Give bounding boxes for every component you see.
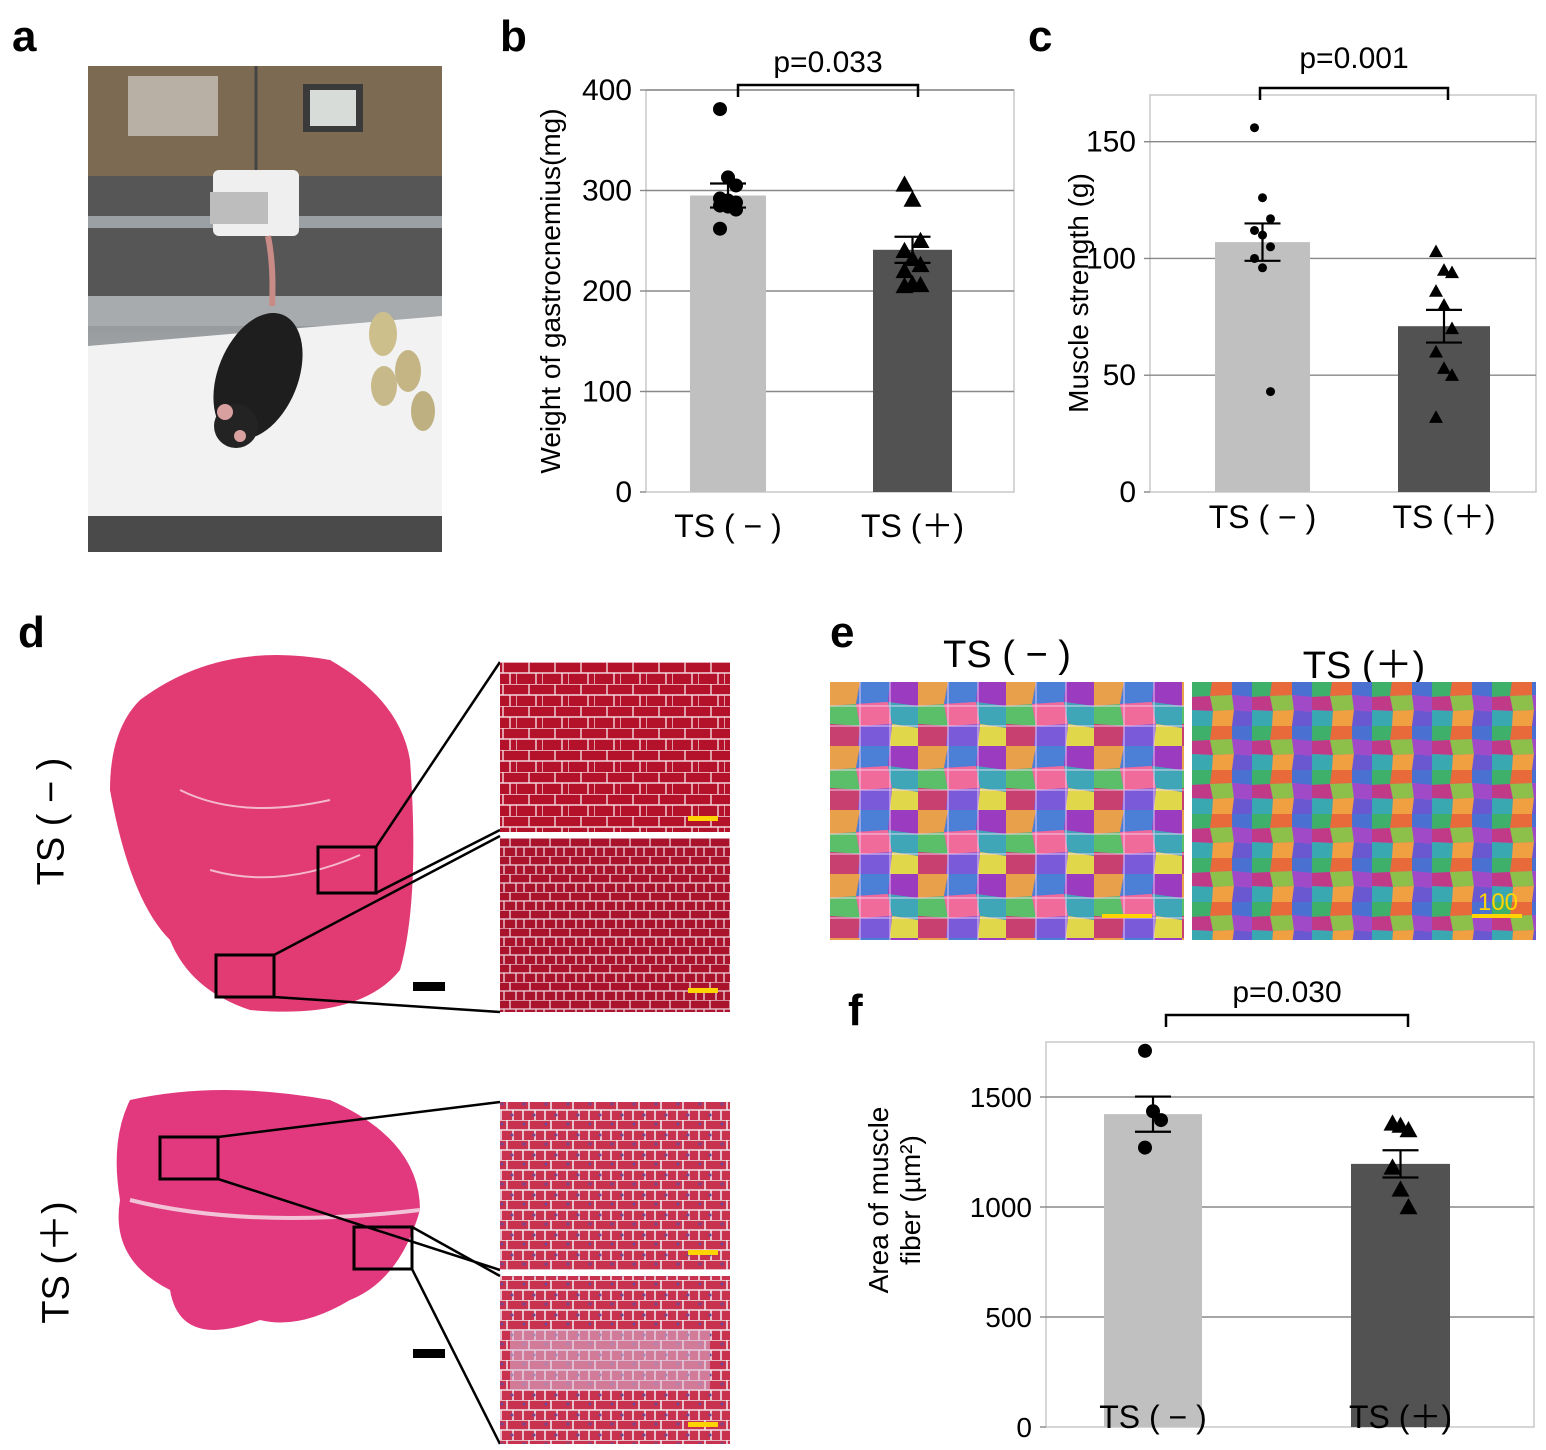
bar-ts-plus [1351, 1163, 1450, 1427]
panel-label-a: a [12, 12, 37, 61]
data-point [1429, 284, 1443, 297]
data-point [903, 249, 922, 267]
data-point [1399, 1198, 1418, 1215]
y-tick-label: 300 [582, 175, 632, 208]
segmentation-header-ts-minus: TS ( − ) [943, 634, 1071, 676]
data-point [1266, 387, 1275, 397]
scale-bar-label: 100 [1478, 889, 1518, 916]
p-value-label: p=0.030 [1232, 976, 1341, 1009]
y-axis-label: Muscle strength (g) [1063, 173, 1094, 413]
data-point [1437, 263, 1451, 276]
x-category-label: TS (＋) [1349, 1399, 1452, 1435]
y-axis-label: Area of musclefiber (µm²) [863, 1107, 926, 1294]
plot-frame [1149, 94, 1537, 493]
x-category-label: TS ( − ) [674, 508, 782, 544]
x-category-label: TS ( − ) [1099, 1399, 1207, 1435]
data-point [1258, 193, 1267, 203]
data-point [1399, 1121, 1418, 1138]
significance-bracket [736, 83, 920, 97]
x-category-label: TS (＋) [861, 508, 964, 544]
data-point [1429, 410, 1443, 423]
plot-frame [1045, 1041, 1535, 1428]
data-point [1445, 368, 1459, 381]
data-point [1383, 1158, 1402, 1175]
data-point [1445, 321, 1459, 335]
data-point [1266, 214, 1275, 224]
significance-bracket [1164, 1013, 1410, 1027]
row-label-ts-minus: TS ( − ) [30, 757, 73, 886]
bar-ts-minus [690, 195, 766, 492]
chart-gastrocnemius-weight: 0 100 200 300 400 Weight of gastrocnemius(mg)… [535, 46, 1015, 544]
data-point [1250, 253, 1259, 263]
panel-label-f: f [848, 986, 863, 1035]
y-tick-label: 100 [1086, 242, 1136, 275]
data-point [1391, 1180, 1410, 1197]
data-point [713, 102, 727, 117]
y-tick-label: 50 [1103, 359, 1136, 392]
bar-ts-minus [1215, 242, 1310, 492]
x-category-label: TS ( − ) [1209, 499, 1317, 535]
panel-label-b: b [500, 12, 527, 61]
data-point [1445, 265, 1459, 279]
data-point [903, 190, 922, 207]
data-point [911, 275, 930, 293]
y-tick-label: 1000 [970, 1192, 1032, 1223]
bar-ts-plus [1398, 326, 1490, 492]
data-point [1429, 344, 1443, 358]
bar-ts-minus [1104, 1114, 1202, 1427]
data-point [911, 255, 930, 273]
data-point [1154, 1113, 1168, 1128]
chart-muscle-strength: 0 50 100 150 Muscle strength (g) TS ( − ) TS (… [1063, 42, 1537, 535]
data-point [713, 221, 727, 236]
panel-label-c: c [1028, 12, 1053, 61]
data-point [729, 178, 743, 193]
y-tick-label: 500 [985, 1302, 1032, 1333]
data-point [729, 202, 743, 217]
segmentation-image-ts-minus [830, 682, 1184, 940]
data-point [1250, 123, 1259, 133]
segmentation-image-ts-plus: 100 [1192, 682, 1536, 940]
data-point [895, 175, 914, 192]
y-tick-label: 0 [615, 476, 632, 509]
y-tick-label: 1500 [970, 1082, 1032, 1113]
histology-sections [110, 655, 730, 1445]
y-tick-label: 200 [582, 275, 632, 308]
data-point [911, 231, 930, 248]
x-category-label: TS (＋) [1392, 499, 1495, 535]
data-point [1258, 263, 1267, 273]
y-tick-label: 0 [1119, 476, 1136, 509]
p-value-label: p=0.001 [1299, 42, 1408, 75]
data-point [895, 241, 914, 258]
significance-bracket [1258, 86, 1450, 100]
data-point [1258, 230, 1267, 240]
y-tick-label: 400 [582, 74, 632, 107]
data-point [1138, 1043, 1152, 1058]
y-axis-label: Weight of gastrocnemius(mg) [535, 108, 566, 473]
data-point [895, 261, 914, 279]
panel-label-d: d [18, 608, 45, 657]
y-tick-label: 0 [1016, 1412, 1032, 1443]
mouse-suspension-photo [88, 66, 442, 552]
data-point [1266, 242, 1275, 252]
data-point [895, 276, 914, 294]
segmentation-header-ts-plus: TS (＋) [1302, 645, 1426, 687]
data-point [1437, 361, 1451, 374]
data-point [1437, 298, 1451, 311]
row-label-ts-plus: TS (＋) [35, 1201, 78, 1324]
data-point [1250, 225, 1259, 235]
data-point [1138, 1140, 1152, 1155]
panel-label-e: e [830, 608, 855, 657]
y-tick-label: 150 [1086, 126, 1136, 159]
chart-muscle-fiber-area: 0 500 1000 1500 Area of musclefiber (µm²) TS … [863, 976, 1535, 1443]
p-value-label: p=0.033 [773, 46, 882, 79]
y-tick-label: 100 [582, 376, 632, 409]
data-point [1429, 244, 1443, 258]
